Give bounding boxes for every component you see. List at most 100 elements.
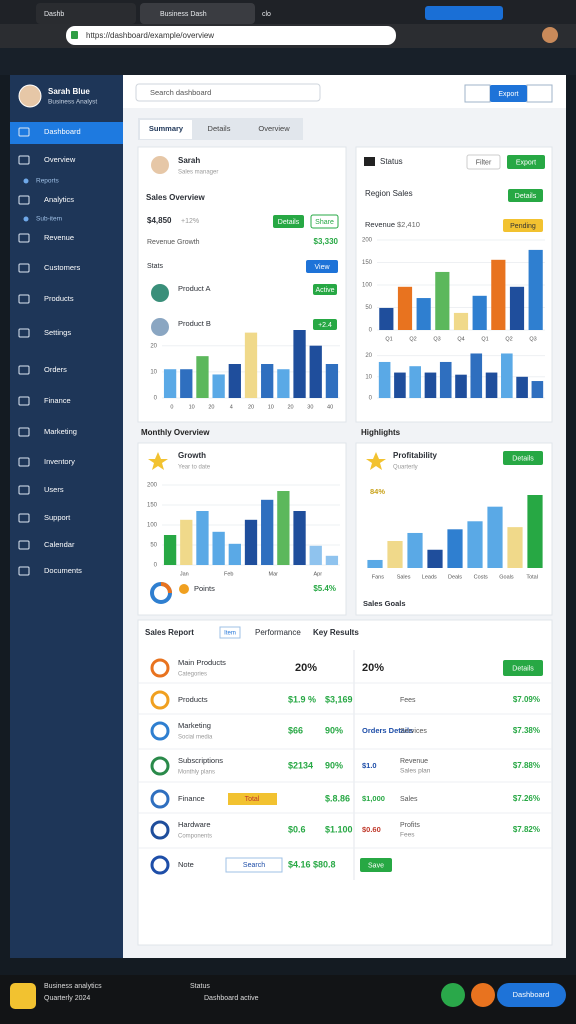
- button-label[interactable]: View: [314, 264, 330, 271]
- user-role: Business Analyst: [48, 99, 97, 106]
- x-tick-label: 30: [307, 404, 313, 410]
- button[interactable]: [503, 451, 543, 465]
- input[interactable]: [225, 857, 283, 873]
- menu-item[interactable]: Reports: [36, 178, 60, 185]
- tab-title[interactable]: Business Dash: [160, 11, 207, 18]
- button[interactable]: [313, 284, 337, 295]
- icon-button[interactable]: [464, 84, 491, 103]
- x-tick-label: 40: [327, 404, 333, 410]
- menu-item[interactable]: Sub-item: [36, 216, 62, 223]
- button[interactable]: [360, 858, 392, 872]
- button-label[interactable]: Pending: [510, 223, 536, 230]
- tab[interactable]: Overview: [258, 124, 290, 133]
- label: Highlights: [361, 428, 401, 437]
- avatar[interactable]: [542, 27, 558, 43]
- label[interactable]: Search: [243, 862, 265, 869]
- url-box[interactable]: [66, 26, 396, 45]
- button-label[interactable]: Details: [512, 665, 534, 672]
- button-label[interactable]: Export: [498, 91, 518, 98]
- button-label[interactable]: Dashboard: [513, 990, 550, 999]
- button[interactable]: [313, 319, 337, 330]
- row-tag: $1,000: [362, 794, 385, 803]
- extension[interactable]: [425, 6, 503, 20]
- button-label[interactable]: Details: [278, 219, 300, 226]
- menu-icon: [18, 457, 30, 467]
- bar: [378, 361, 391, 398]
- tab-title[interactable]: Dashb: [44, 11, 64, 18]
- label: Key Results: [313, 628, 359, 637]
- menu-item[interactable]: Revenue: [44, 233, 74, 242]
- tab[interactable]: Summary: [149, 124, 184, 133]
- x-tick-label: 10: [189, 404, 195, 410]
- row-value: $1.9 %: [288, 694, 316, 704]
- menu-item[interactable]: Overview: [44, 155, 76, 164]
- menu-item[interactable]: Analytics: [44, 195, 74, 204]
- label: Region Sales: [365, 189, 413, 198]
- bar: [435, 271, 450, 330]
- menu-item[interactable]: Dashboard: [44, 127, 81, 136]
- row-name: Marketing: [178, 721, 211, 730]
- menu-item[interactable]: Users: [44, 485, 64, 494]
- bar: [528, 249, 543, 330]
- dropdown[interactable]: [526, 84, 553, 103]
- bar: [485, 372, 498, 398]
- search-placeholder[interactable]: Search dashboard: [150, 88, 211, 97]
- button-label[interactable]: Details: [512, 455, 534, 462]
- row-value: $7.82%: [513, 825, 540, 834]
- menu-icon: [18, 294, 30, 304]
- menu-item[interactable]: Marketing: [44, 427, 77, 436]
- row-value: 90%: [325, 760, 343, 770]
- button-label[interactable]: Active: [315, 287, 334, 294]
- search-box[interactable]: [135, 83, 321, 102]
- menu-item[interactable]: Support: [44, 513, 71, 522]
- bar: [228, 543, 241, 565]
- menu-item[interactable]: Settings: [44, 328, 71, 337]
- button[interactable]: [503, 660, 543, 676]
- y-tick-label: 0: [154, 396, 158, 402]
- row-tag: $1.0: [362, 761, 377, 770]
- button[interactable]: [503, 219, 543, 232]
- tab[interactable]: [36, 3, 136, 24]
- menu-item[interactable]: Customers: [44, 263, 81, 272]
- button-label[interactable]: Export: [516, 159, 536, 166]
- button-label[interactable]: Save: [368, 862, 384, 869]
- taskbar-button[interactable]: [497, 983, 566, 1007]
- menu-item[interactable]: Inventory: [44, 457, 75, 466]
- button-label[interactable]: +2.4: [318, 322, 332, 329]
- label: Total: [245, 796, 260, 803]
- button[interactable]: [466, 154, 501, 170]
- label: Sales Goals: [363, 599, 406, 608]
- button[interactable]: [306, 260, 338, 273]
- tab-title[interactable]: clo: [262, 11, 271, 18]
- row-value: $7.88%: [513, 761, 540, 770]
- button-label[interactable]: Share: [315, 219, 334, 226]
- tab[interactable]: Details: [208, 124, 231, 133]
- x-tick-label: 20: [248, 404, 254, 410]
- menu-item[interactable]: Documents: [44, 566, 82, 575]
- tab[interactable]: [140, 3, 255, 24]
- app-icon[interactable]: [471, 983, 495, 1007]
- button[interactable]: [508, 189, 543, 202]
- row-name: Profits: [400, 822, 420, 829]
- bar: [212, 374, 225, 398]
- row-sub: Categories: [178, 672, 207, 678]
- app-icon[interactable]: [10, 983, 36, 1009]
- menu-item[interactable]: Orders: [44, 365, 67, 374]
- button[interactable]: [490, 85, 527, 102]
- menu-icon: [18, 233, 30, 243]
- label: Profitability: [393, 451, 438, 460]
- tab-active[interactable]: [140, 120, 192, 139]
- button[interactable]: [310, 214, 339, 229]
- bar: [261, 499, 274, 565]
- button-label[interactable]: Details: [515, 193, 537, 200]
- button[interactable]: [507, 155, 545, 169]
- menu-item[interactable]: Calendar: [44, 540, 75, 549]
- label: Dashboard active: [204, 995, 259, 1002]
- app-icon[interactable]: [441, 983, 465, 1007]
- button-label[interactable]: Filter: [476, 159, 492, 166]
- tag: [228, 793, 277, 805]
- menu-item[interactable]: Finance: [44, 396, 71, 405]
- button[interactable]: [273, 215, 304, 228]
- menu-item[interactable]: Products: [44, 294, 74, 303]
- star: [366, 452, 386, 470]
